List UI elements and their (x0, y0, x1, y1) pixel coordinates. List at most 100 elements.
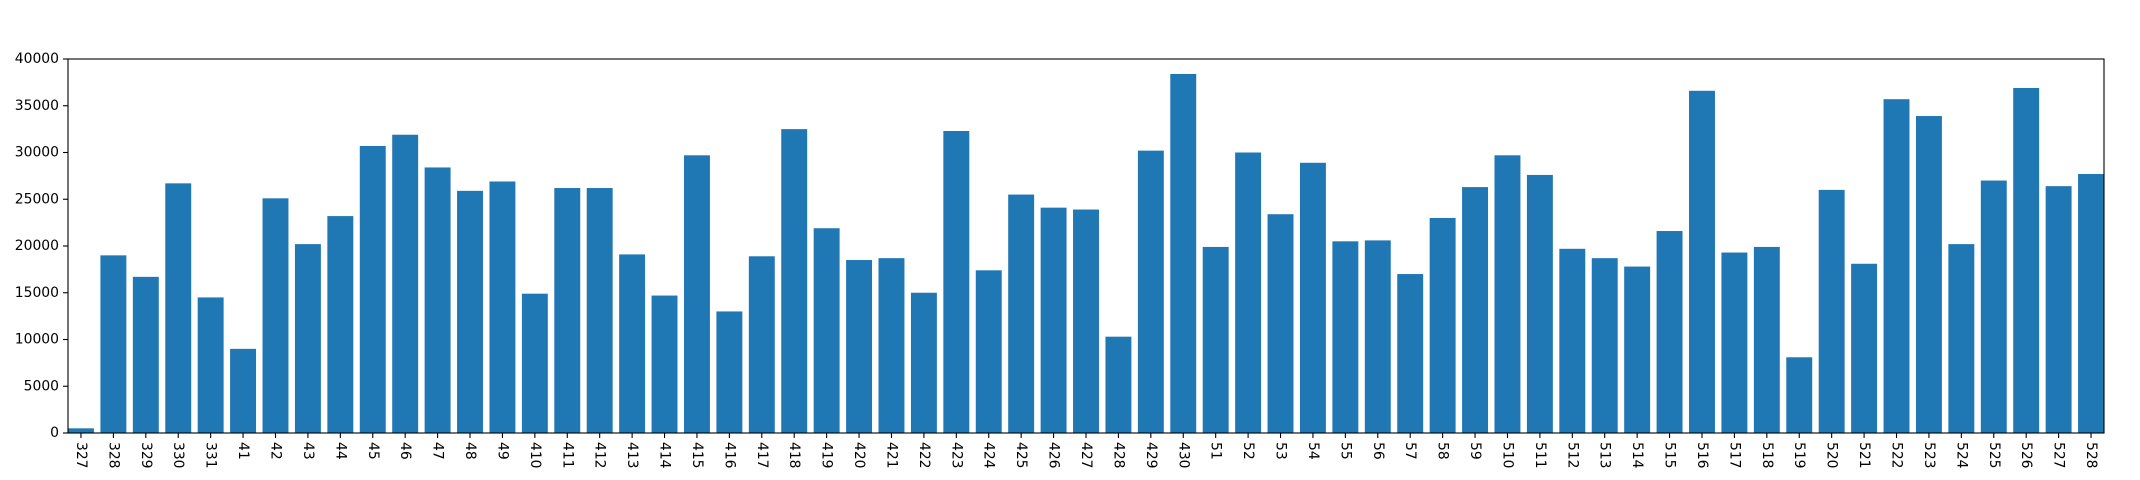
x-tick-label-516: 516 (1694, 442, 1710, 469)
bar-331 (197, 297, 224, 433)
x-tick-label-424: 424 (981, 442, 997, 469)
x-axis: 327 328 329 330 331 41 42 43 44 45 46 47 48 49 410 411 4… (73, 433, 2099, 469)
y-tick-label: 5000 (24, 378, 59, 394)
bar-59 (1462, 187, 1489, 433)
bar-518 (1753, 246, 1780, 433)
bar-327 (68, 428, 94, 433)
bar-423 (943, 130, 970, 433)
bar-55 (1332, 241, 1359, 433)
y-tick-label: 25000 (15, 191, 59, 207)
y-tick-label: 10000 (15, 332, 59, 348)
bar-41 (230, 348, 257, 433)
bar-47 (424, 167, 451, 433)
x-tick-label-52: 52 (1240, 442, 1256, 460)
y-tick-label: 0 (50, 425, 59, 441)
bar-528 (2078, 174, 2104, 433)
x-tick-label-329: 329 (138, 442, 154, 469)
y-tick-label: 20000 (15, 238, 59, 254)
x-tick-label-525: 525 (1986, 442, 2002, 469)
x-tick-label-41: 41 (235, 442, 251, 460)
y-tick-label: 35000 (15, 98, 59, 114)
x-tick-label-429: 429 (1143, 442, 1159, 469)
bar-527 (2045, 186, 2072, 433)
bar-58 (1429, 217, 1456, 433)
x-tick-label-411: 411 (559, 442, 575, 469)
x-tick-label-428: 428 (1110, 442, 1126, 469)
bar-525 (1980, 180, 2007, 433)
x-tick-label-412: 412 (592, 442, 608, 469)
x-tick-label-43: 43 (300, 442, 316, 460)
bar-45 (359, 145, 386, 433)
x-tick-label-56: 56 (1370, 442, 1386, 460)
bar-419 (813, 228, 840, 433)
x-tick-label-519: 519 (1791, 442, 1807, 469)
bar-43 (294, 244, 321, 433)
bar-524 (1948, 244, 1975, 433)
x-tick-label-45: 45 (365, 442, 381, 460)
bar-422 (910, 292, 937, 433)
bar-413 (619, 254, 646, 433)
x-tick-label-53: 53 (1273, 442, 1289, 460)
bar-414 (651, 295, 678, 433)
x-tick-label-58: 58 (1435, 442, 1451, 460)
bar-54 (1299, 162, 1326, 433)
x-tick-label-521: 521 (1856, 442, 1872, 469)
bar-428 (1105, 336, 1132, 433)
bar-416 (716, 311, 743, 433)
bar-48 (457, 190, 483, 433)
bar-427 (1073, 209, 1099, 433)
x-tick-label-421: 421 (883, 442, 899, 469)
bar-53 (1267, 214, 1294, 433)
x-tick-label-427: 427 (1078, 442, 1094, 469)
x-tick-label-524: 524 (1953, 442, 1969, 469)
x-tick-label-523: 523 (1921, 442, 1937, 469)
x-tick-label-59: 59 (1467, 442, 1483, 460)
x-tick-label-51: 51 (1208, 442, 1224, 460)
x-tick-label-426: 426 (1046, 442, 1062, 469)
x-tick-label-510: 510 (1499, 442, 1515, 469)
x-tick-label-413: 413 (624, 442, 640, 469)
x-tick-label-417: 417 (754, 442, 770, 469)
y-axis: 0 5000 10000 15000 20000 25000 30000 35000 40000 (15, 51, 68, 441)
bar-417 (748, 256, 775, 433)
bar-515 (1656, 231, 1683, 433)
bars (68, 73, 2104, 434)
bar-526 (2013, 87, 2040, 434)
bar-42 (262, 198, 289, 433)
bar-520 (1818, 189, 1845, 433)
bar-410 (521, 293, 548, 433)
bar-511 (1526, 174, 1553, 433)
bar-516 (1689, 90, 1715, 433)
y-tick-label: 30000 (15, 145, 59, 161)
x-tick-label-414: 414 (657, 442, 673, 469)
bar-57 (1397, 274, 1424, 433)
bar-430 (1170, 73, 1197, 434)
x-tick-label-518: 518 (1759, 442, 1775, 469)
x-tick-label-526: 526 (2018, 442, 2034, 469)
x-tick-label-416: 416 (721, 442, 737, 469)
bar-425 (1008, 194, 1035, 433)
bar-522 (1883, 99, 1910, 433)
x-tick-label-55: 55 (1337, 442, 1353, 460)
x-tick-label-49: 49 (494, 442, 510, 460)
bar-412 (586, 188, 613, 433)
bar-420 (846, 260, 873, 433)
x-tick-label-513: 513 (1597, 442, 1613, 469)
x-tick-label-42: 42 (267, 442, 283, 460)
x-tick-label-528: 528 (2083, 442, 2099, 469)
x-tick-label-327: 327 (73, 442, 89, 469)
bar-330 (165, 183, 192, 433)
bar-52 (1235, 152, 1262, 433)
bar-514 (1624, 266, 1651, 433)
x-tick-label-527: 527 (2051, 442, 2067, 469)
x-tick-label-48: 48 (462, 442, 478, 460)
x-tick-label-418: 418 (786, 442, 802, 469)
bar-51 (1202, 246, 1229, 433)
x-tick-label-47: 47 (430, 442, 446, 460)
y-tick-label: 15000 (15, 285, 59, 301)
bar-517 (1721, 252, 1748, 433)
bar-418 (781, 129, 808, 433)
x-tick-label-328: 328 (105, 442, 121, 469)
x-tick-label-330: 330 (170, 442, 186, 469)
